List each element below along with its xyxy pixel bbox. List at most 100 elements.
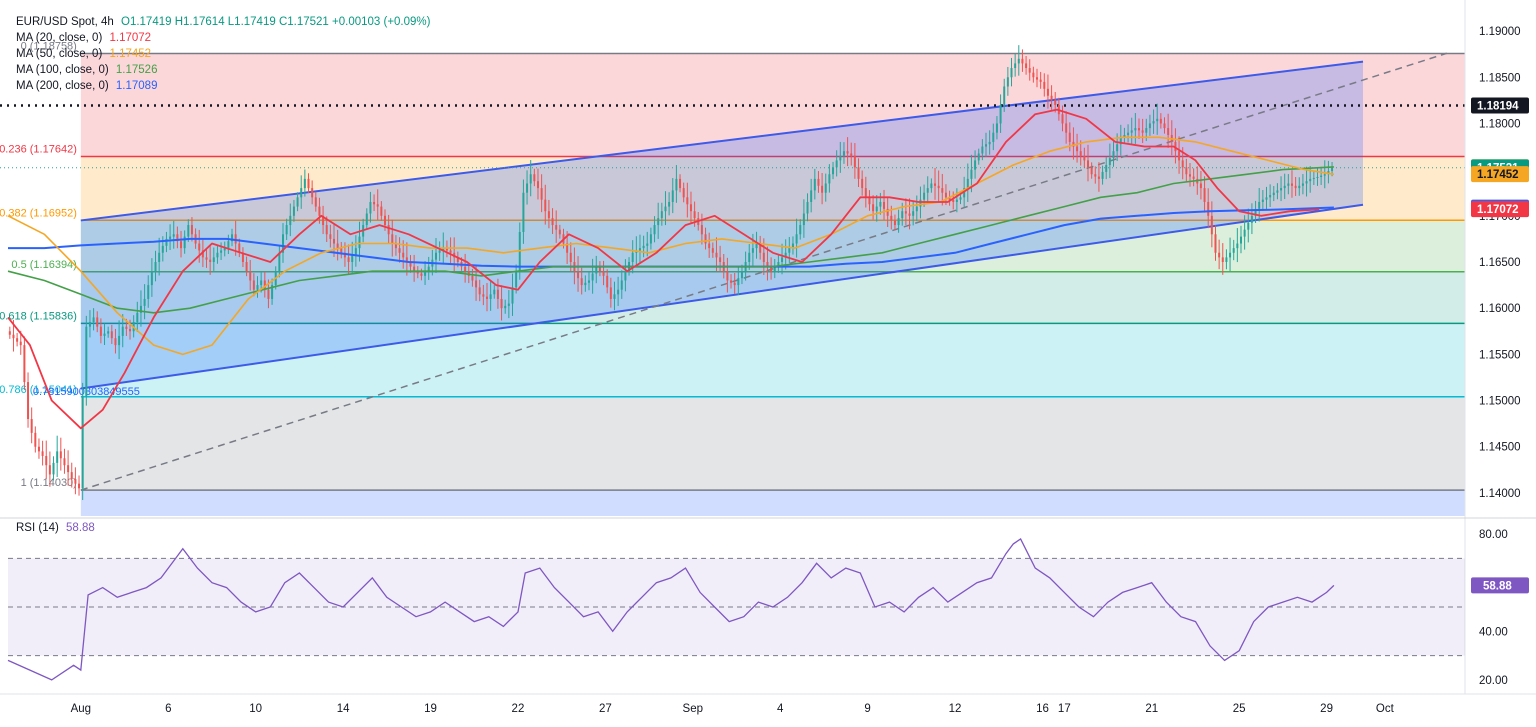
candle-body xyxy=(879,201,882,207)
candle-body xyxy=(1221,257,1224,262)
ma20-legend[interactable]: MA (20, close, 0) 1.17072 xyxy=(16,30,430,46)
candle-body xyxy=(904,211,907,214)
candle-body xyxy=(555,225,558,230)
fib-zone xyxy=(80,323,1466,397)
candle-body xyxy=(333,238,336,244)
candle-body xyxy=(700,225,703,235)
ma200-legend[interactable]: MA (200, close, 0) 1.17089 xyxy=(16,78,430,94)
candle-body xyxy=(190,225,193,235)
candle-body xyxy=(915,206,918,212)
candle-body xyxy=(872,204,875,212)
fib-zone xyxy=(80,53,1466,157)
fib-label: 0.5 (1.16394) xyxy=(11,259,76,271)
symbol-row: EUR/USD Spot, 4h O1.17419 H1.17614 L1.17… xyxy=(16,14,430,30)
candle-body xyxy=(668,201,671,207)
price-tag-bg xyxy=(1471,166,1529,183)
ma100-legend[interactable]: MA (100, close, 0) 1.17526 xyxy=(16,62,430,78)
candle-body xyxy=(1137,128,1140,131)
candle-body xyxy=(405,257,408,262)
candle-body xyxy=(67,465,70,473)
candle-body xyxy=(733,282,736,286)
candle-body xyxy=(1141,130,1144,133)
candle-body xyxy=(493,289,496,295)
candle-body xyxy=(955,199,958,202)
candle-body xyxy=(438,250,441,253)
price-tick: 1.16500 xyxy=(1479,257,1521,269)
candle-body xyxy=(679,178,682,189)
candle-body xyxy=(8,331,11,335)
candle-body xyxy=(1105,165,1108,172)
candle-body xyxy=(12,334,15,339)
time-tick: 12 xyxy=(949,703,962,715)
candle-body xyxy=(70,472,73,480)
candle-body xyxy=(504,305,507,309)
candle-body xyxy=(566,243,569,253)
candle-body xyxy=(981,146,984,154)
ma20-line xyxy=(7,108,1320,430)
candle-body xyxy=(850,153,853,156)
candle-body xyxy=(139,305,142,313)
candle-body xyxy=(832,167,835,175)
fib-label: 0.618 (1.15836) xyxy=(0,310,77,322)
candle-body xyxy=(1021,58,1024,64)
candle-body xyxy=(704,234,707,244)
fib-zone xyxy=(80,271,1466,324)
rsi-line xyxy=(7,538,1335,681)
candle-body xyxy=(209,259,212,262)
candle-body xyxy=(1159,118,1162,124)
candle-body xyxy=(1243,229,1246,237)
candle-body xyxy=(1218,252,1221,258)
candle-body xyxy=(1127,132,1130,135)
candle-body xyxy=(762,252,765,262)
candle-body xyxy=(289,215,292,226)
candle-body xyxy=(824,183,827,193)
candle-body xyxy=(48,465,51,475)
candle-body xyxy=(1028,68,1031,73)
candle-body xyxy=(351,255,354,262)
fib-label: 0 (1.18758) xyxy=(21,40,77,52)
candle-body xyxy=(529,174,532,184)
candle-body xyxy=(336,243,339,249)
ma50-legend[interactable]: MA (50, close, 0) 1.17452 xyxy=(16,46,430,62)
candle-body xyxy=(533,174,536,182)
symbol-title[interactable]: EUR/USD Spot, 4h xyxy=(16,16,114,28)
candle-body xyxy=(1167,128,1170,135)
candle-body xyxy=(187,225,190,237)
candle-body xyxy=(216,252,219,258)
rsi-legend[interactable]: RSI (14) 58.88 xyxy=(16,522,95,534)
candle-body xyxy=(926,188,929,193)
candle-body xyxy=(347,257,350,262)
candle-body xyxy=(974,160,977,170)
candle-body xyxy=(78,483,81,489)
candle-body xyxy=(919,199,922,207)
candle-body xyxy=(1294,185,1297,189)
candle-body xyxy=(842,151,845,156)
ma100-value: 1.17526 xyxy=(115,64,158,76)
candle-body xyxy=(329,234,332,239)
candle-body xyxy=(296,197,299,207)
candle-body xyxy=(569,252,572,262)
candle-body xyxy=(1134,128,1137,131)
candle-body xyxy=(1094,174,1097,177)
candle-body xyxy=(595,266,598,274)
fib-label: 0.236 (1.17642) xyxy=(0,144,77,156)
candle-body xyxy=(205,257,208,260)
candle-body xyxy=(180,241,183,249)
candle-body xyxy=(1148,123,1151,129)
ma100-label: MA (100, close, 0) xyxy=(16,64,109,76)
candle-body xyxy=(420,273,423,276)
candle-body xyxy=(1247,222,1250,230)
candle-body xyxy=(81,395,84,489)
candle-body xyxy=(260,280,263,286)
candle-body xyxy=(810,190,813,202)
candle-body xyxy=(1156,118,1159,122)
candle-body xyxy=(241,252,244,262)
candle-body xyxy=(278,252,281,272)
candle-body xyxy=(617,289,620,295)
candle-body xyxy=(30,419,33,433)
price-tick: 1.15500 xyxy=(1479,349,1521,361)
candle-body xyxy=(231,234,234,242)
candle-body xyxy=(263,280,266,290)
candle-body xyxy=(883,201,886,209)
